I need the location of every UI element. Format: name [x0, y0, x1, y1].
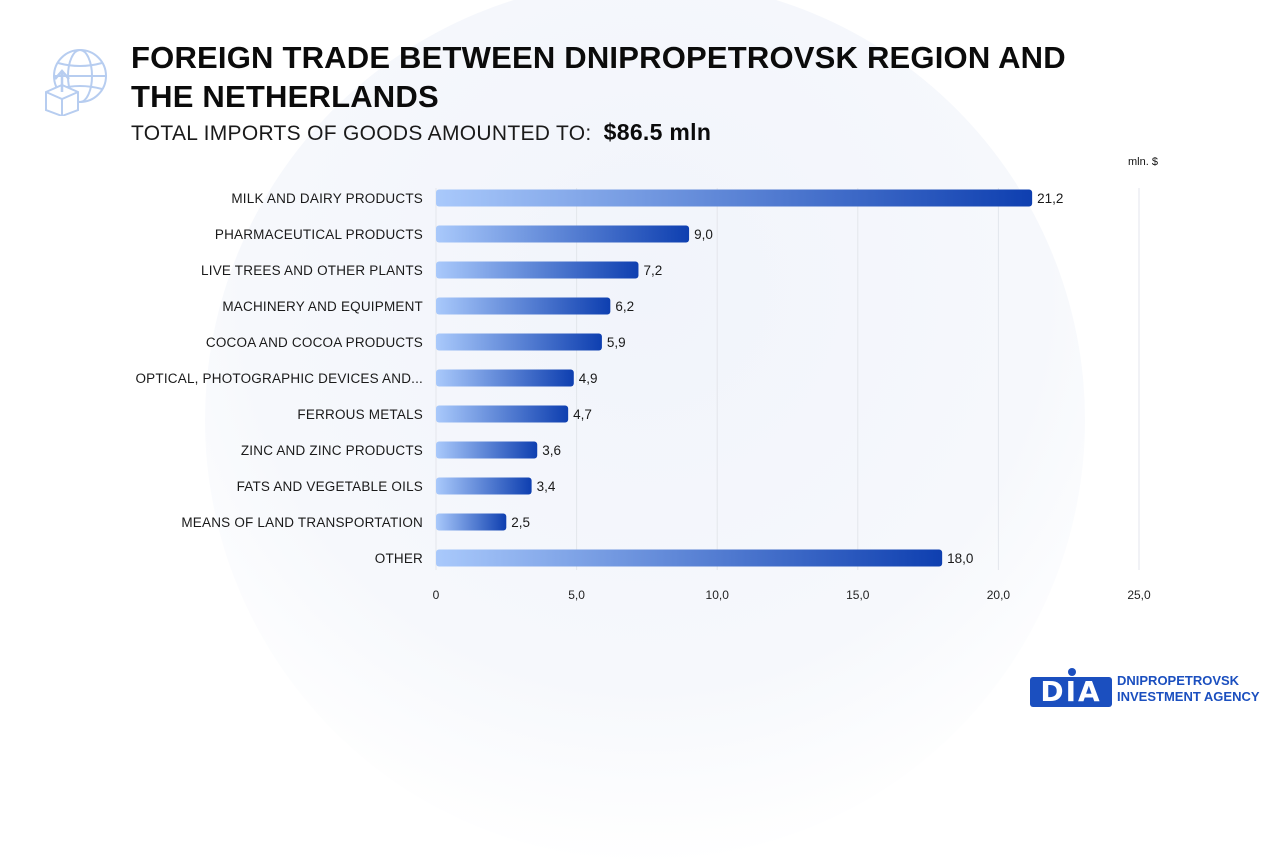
category-label: PHARMACEUTICAL PRODUCTS	[215, 227, 423, 242]
logo-text: DNIPROPETROVSK INVESTMENT AGENCY	[1117, 673, 1260, 705]
x-tick-label: 5,0	[568, 588, 585, 602]
logo-dot	[1068, 668, 1076, 676]
globe-export-icon	[45, 49, 107, 116]
category-label: FERROUS METALS	[297, 407, 423, 422]
bar	[436, 297, 611, 315]
data-label: 6,2	[615, 299, 634, 314]
category-label: MACHINERY AND EQUIPMENT	[222, 299, 423, 314]
bar	[436, 189, 1033, 207]
label-layer: 0 5,0 10,0 15,0 20,0 25,0 MILK AND DAIRY PRODU…	[135, 191, 1151, 602]
category-label: LIVE TREES AND OTHER PLANTS	[201, 263, 423, 278]
bar	[436, 261, 639, 279]
bar-layer	[436, 189, 1033, 567]
subtitle-label: TOTAL IMPORTS OF GOODS AMOUNTED TO:	[131, 122, 592, 145]
x-tick-label: 15,0	[846, 588, 870, 602]
category-label: MEANS OF LAND TRANSPORTATION	[181, 515, 423, 530]
logo-line-2: INVESTMENT AGENCY	[1117, 689, 1260, 704]
category-label: ZINC AND ZINC PRODUCTS	[241, 443, 423, 458]
title-line-1: FOREIGN TRADE BETWEEN DNIPROPETROVSK REG…	[131, 40, 1066, 75]
bar-chart: 0 5,0 10,0 15,0 20,0 25,0 MILK AND DAIRY PRODU…	[135, 188, 1151, 602]
data-label: 7,2	[643, 263, 662, 278]
data-label: 3,4	[537, 479, 556, 494]
data-label: 18,0	[947, 551, 973, 566]
unit-label: mln. $	[1128, 156, 1158, 168]
bar	[436, 513, 507, 531]
data-label: 21,2	[1037, 191, 1063, 206]
x-tick-label: 25,0	[1127, 588, 1151, 602]
bar	[436, 333, 602, 351]
subtitle: TOTAL IMPORTS OF GOODS AMOUNTED TO: $86.…	[131, 119, 711, 146]
category-label: COCOA AND COCOA PRODUCTS	[206, 335, 423, 350]
background-circle	[205, 0, 1085, 860]
dia-logo: DIA DNIPROPETROVSK INVESTMENT AGENCY	[1030, 668, 1260, 712]
bar	[436, 225, 690, 243]
category-label: OTHER	[375, 551, 423, 566]
data-label: 5,9	[607, 335, 626, 350]
x-tick-label: 0	[433, 588, 440, 602]
category-label: MILK AND DAIRY PRODUCTS	[231, 191, 423, 206]
logo-mark: DIA	[1030, 677, 1112, 707]
data-label: 4,7	[573, 407, 592, 422]
grid-layer	[435, 188, 1140, 570]
bar	[436, 477, 532, 495]
category-label: OPTICAL, PHOTOGRAPHIC DEVICES AND...	[135, 371, 423, 386]
category-label: FATS AND VEGETABLE OILS	[237, 479, 423, 494]
data-label: 9,0	[694, 227, 713, 242]
subtitle-amount: $86.5 mln	[603, 119, 712, 145]
logo-line-1: DNIPROPETROVSK	[1117, 673, 1240, 688]
data-label: 2,5	[511, 515, 530, 530]
bar	[436, 549, 943, 567]
title-line-2: THE NETHERLANDS	[131, 79, 439, 114]
data-label: 4,9	[579, 371, 598, 386]
data-label: 3,6	[542, 443, 561, 458]
page-title: FOREIGN TRADE BETWEEN DNIPROPETROVSK REG…	[131, 38, 1131, 116]
x-tick-label: 10,0	[706, 588, 730, 602]
x-tick-label: 20,0	[987, 588, 1011, 602]
bar	[436, 405, 569, 423]
bar	[436, 369, 574, 387]
bar	[436, 441, 538, 459]
